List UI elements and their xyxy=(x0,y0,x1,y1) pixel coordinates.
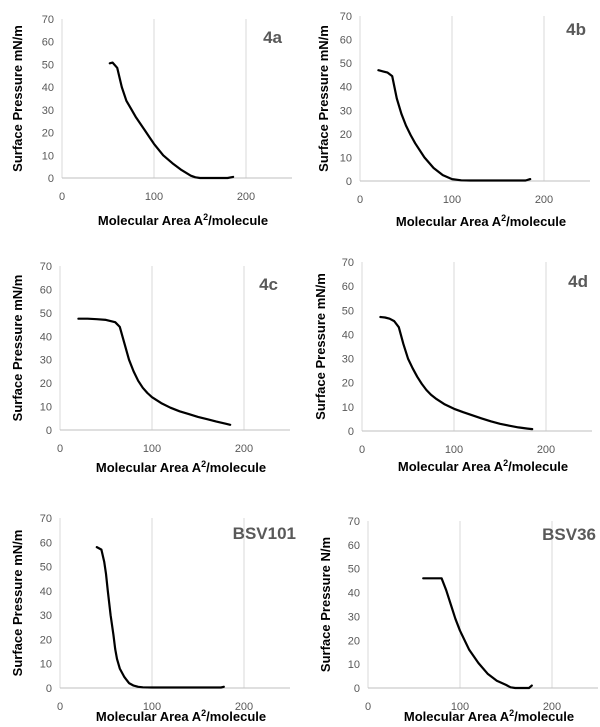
panel-title: 4d xyxy=(568,272,588,291)
panel-title: 4c xyxy=(259,275,278,294)
chart-panel-5: 0 10 20 30 40 50 60 70 0 100 200 BSV101 Surface Pres… xyxy=(10,513,296,724)
y-tick-label: 10 xyxy=(42,150,54,162)
y-tick-label: 70 xyxy=(340,11,352,23)
series-line xyxy=(95,545,225,689)
y-tick-label: 10 xyxy=(40,402,52,414)
y-tick-label: 20 xyxy=(40,634,52,646)
x-axis-title: Molecular Area A2/molecule xyxy=(96,708,266,724)
y-tick-label: 60 xyxy=(40,537,52,549)
x-tick-label: 0 xyxy=(357,194,363,206)
x-tick-label: 100 xyxy=(145,191,163,203)
y-tick-label: 30 xyxy=(40,355,52,367)
y-tick-label: 70 xyxy=(342,257,354,269)
y-tick-label: 40 xyxy=(40,331,52,343)
y-tick-label: 30 xyxy=(340,105,352,117)
y-tick-label: 40 xyxy=(342,329,354,341)
y-tick-label: 50 xyxy=(348,564,360,576)
x-tick-label: 100 xyxy=(143,701,161,713)
x-axis-title: Molecular Area A2/molecule xyxy=(98,212,268,228)
x-tick-label: 200 xyxy=(537,444,555,456)
panel-title: BSV36 xyxy=(542,525,596,544)
x-tick-label: 0 xyxy=(57,443,63,455)
x-tick-label: 100 xyxy=(451,701,469,713)
series-line xyxy=(108,61,235,180)
y-tick-label: 30 xyxy=(342,354,354,366)
x-tick-label: 100 xyxy=(143,443,161,455)
y-tick-label: 70 xyxy=(348,516,360,528)
y-tick-label: 60 xyxy=(342,281,354,293)
x-tick-label: 100 xyxy=(443,194,461,206)
series-line xyxy=(379,315,534,431)
y-tick-label: 10 xyxy=(40,659,52,671)
y-tick-label: 70 xyxy=(40,513,52,525)
x-axis-title: Molecular Area A2/molecule xyxy=(398,458,568,474)
x-tick-label: 200 xyxy=(235,443,253,455)
chart-panel-6: 0 10 20 30 40 50 60 70 0 100 200 BSV36 Surface Press… xyxy=(318,516,598,724)
x-axis-title: Molecular Area A2/molecule xyxy=(96,459,266,475)
x-tick-label: 200 xyxy=(237,191,255,203)
y-tick-label: 30 xyxy=(40,610,52,622)
y-tick-label: 10 xyxy=(342,402,354,414)
y-axis-title: Surface Pressure mN/m xyxy=(10,25,25,172)
series-line xyxy=(77,317,232,426)
y-tick-label: 0 xyxy=(48,173,54,185)
series-line xyxy=(422,577,533,690)
x-tick-label: 0 xyxy=(59,191,65,203)
y-tick-label: 30 xyxy=(42,105,54,117)
y-tick-label: 60 xyxy=(340,35,352,47)
y-tick-label: 50 xyxy=(40,308,52,320)
y-tick-label: 10 xyxy=(348,659,360,671)
x-tick-label: 0 xyxy=(57,701,63,713)
panel-title: 4a xyxy=(263,28,282,47)
x-tick-label: 0 xyxy=(359,444,365,456)
y-tick-label: 30 xyxy=(348,611,360,623)
y-tick-label: 50 xyxy=(42,59,54,71)
y-tick-label: 20 xyxy=(340,129,352,141)
y-tick-label: 0 xyxy=(346,176,352,188)
y-tick-label: 60 xyxy=(42,37,54,49)
y-axis-title: Surface Pressure mN/m xyxy=(316,25,331,172)
y-tick-label: 0 xyxy=(354,683,360,695)
chart-panel-2: 0 10 20 30 40 50 60 70 0 100 200 4b Surface Pressure… xyxy=(316,11,590,229)
y-tick-label: 60 xyxy=(40,284,52,296)
y-tick-label: 70 xyxy=(40,261,52,273)
y-tick-label: 40 xyxy=(348,588,360,600)
y-tick-label: 0 xyxy=(348,426,354,438)
chart-panel-3: 0 10 20 30 40 50 60 70 0 100 200 4c Surface Pressure… xyxy=(10,261,290,475)
x-axis-title: Molecular Area A2/molecule xyxy=(404,708,574,724)
y-tick-label: 0 xyxy=(46,683,52,695)
panel-title: 4b xyxy=(566,20,586,39)
y-tick-label: 20 xyxy=(348,635,360,647)
y-axis-title: Surface Pressure mN/m xyxy=(10,275,25,422)
y-tick-label: 20 xyxy=(40,378,52,390)
chart-panel-1: 0 10 20 30 40 50 60 70 0 100 200 4a Surface Pressure… xyxy=(10,14,292,228)
y-tick-label: 60 xyxy=(348,540,360,552)
y-tick-label: 40 xyxy=(40,586,52,598)
y-tick-label: 50 xyxy=(40,562,52,574)
y-tick-label: 40 xyxy=(340,82,352,94)
y-tick-label: 10 xyxy=(340,152,352,164)
x-tick-label: 200 xyxy=(235,701,253,713)
y-tick-label: 50 xyxy=(340,58,352,70)
x-tick-label: 0 xyxy=(365,701,371,713)
y-tick-label: 40 xyxy=(42,82,54,94)
y-tick-label: 20 xyxy=(342,378,354,390)
panel-title: BSV101 xyxy=(233,524,296,543)
y-axis-title: Surface Pressure N/m xyxy=(318,537,333,672)
series-line xyxy=(377,69,532,182)
chart-panel-4: 0 10 20 30 40 50 60 70 0 100 200 4d Surface Pressure… xyxy=(313,257,592,474)
x-tick-label: 100 xyxy=(445,444,463,456)
y-tick-label: 0 xyxy=(46,425,52,437)
y-tick-label: 50 xyxy=(342,305,354,317)
x-tick-label: 200 xyxy=(543,701,561,713)
y-axis-title: Surface Pressure mN/m xyxy=(10,530,25,677)
y-tick-label: 20 xyxy=(42,128,54,140)
y-tick-label: 70 xyxy=(42,14,54,26)
x-tick-label: 200 xyxy=(535,194,553,206)
y-axis-title: Surface Pressure mN/m xyxy=(313,273,328,420)
x-axis-title: Molecular Area A2/molecule xyxy=(396,213,566,229)
